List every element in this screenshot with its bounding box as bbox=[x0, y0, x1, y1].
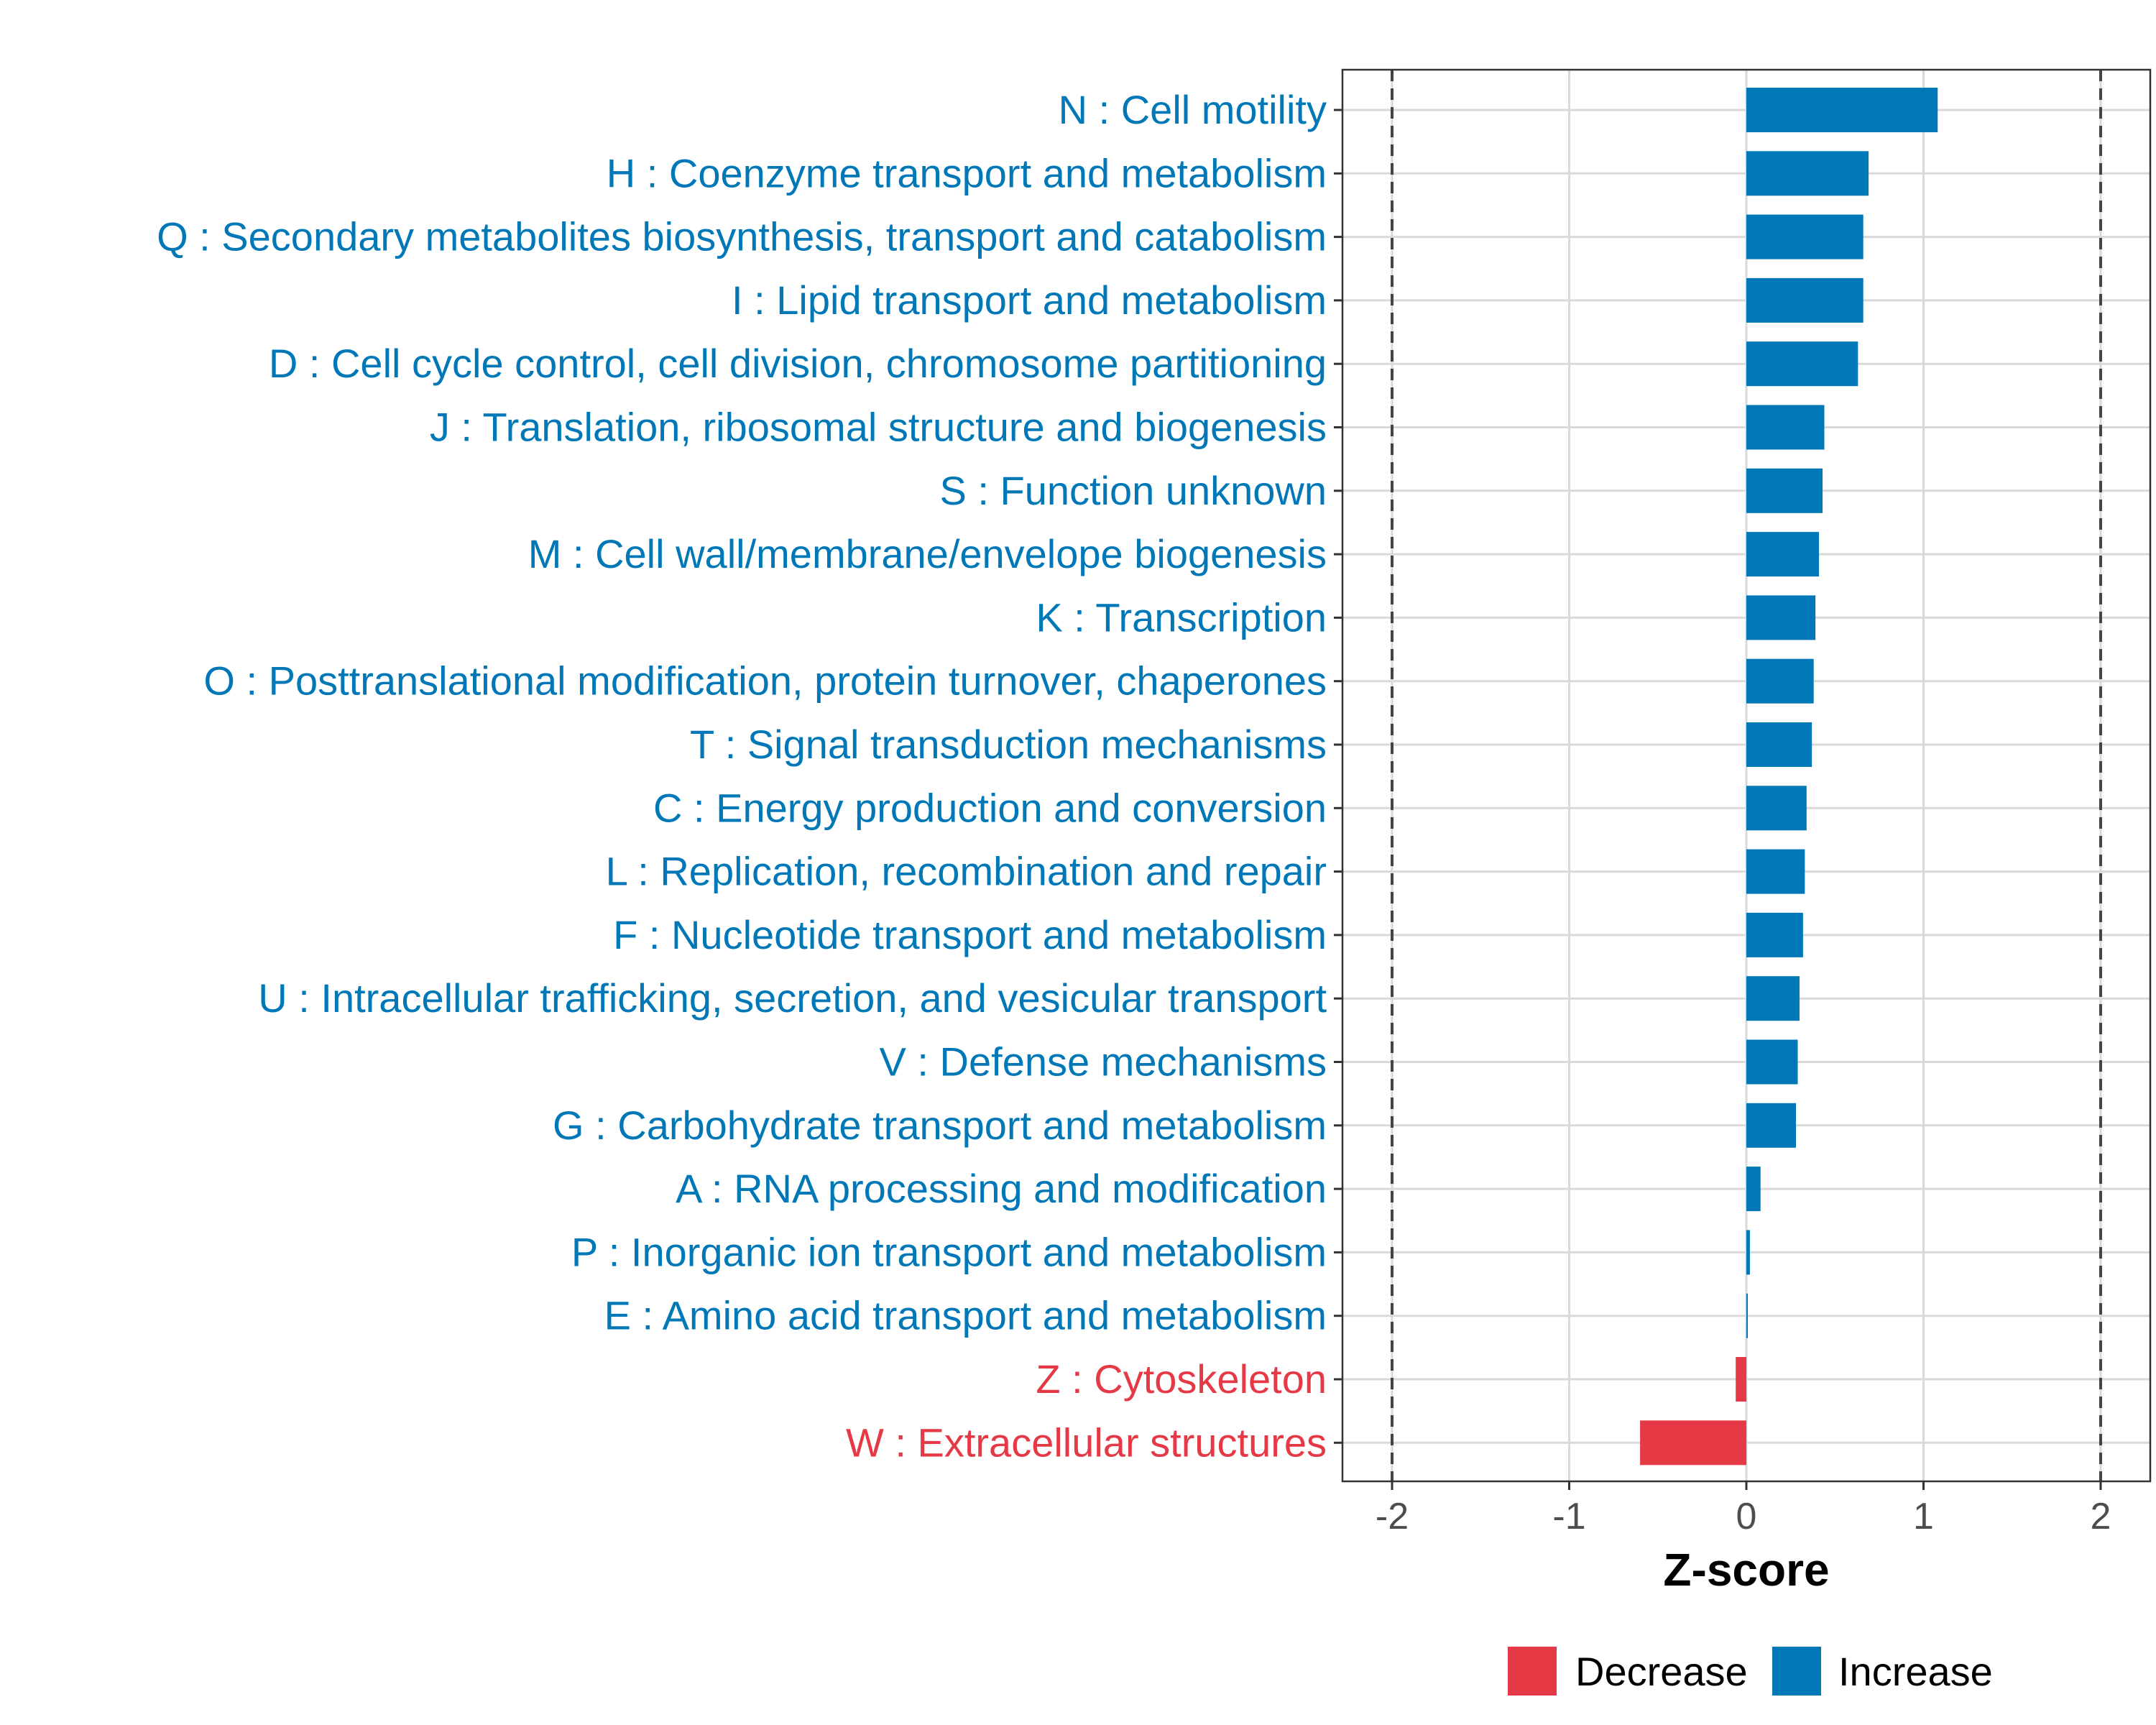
category-label: G : Carbohydrate transport and metabolis… bbox=[553, 1103, 1327, 1148]
bar bbox=[1746, 722, 1812, 767]
category-label: N : Cell motility bbox=[1059, 87, 1327, 132]
category-label: Z : Cytoskeleton bbox=[1036, 1356, 1327, 1402]
bar bbox=[1640, 1420, 1746, 1466]
category-labels: N : Cell motility H : Coenzyme transport … bbox=[157, 87, 1327, 1465]
bar bbox=[1746, 405, 1825, 450]
category-label: J : Translation, ribosomal structure and… bbox=[430, 405, 1327, 450]
category-label: A : RNA processing and modification bbox=[676, 1166, 1327, 1211]
bar bbox=[1746, 786, 1807, 831]
bar bbox=[1746, 151, 1869, 196]
bar bbox=[1746, 532, 1820, 577]
bar bbox=[1746, 595, 1816, 640]
bar bbox=[1746, 214, 1864, 259]
legend-swatch bbox=[1508, 1647, 1557, 1696]
bar bbox=[1746, 1293, 1748, 1338]
category-label: O : Posttranslational modification, prot… bbox=[203, 658, 1327, 704]
x-tick-label: 0 bbox=[1736, 1496, 1757, 1537]
bar bbox=[1746, 341, 1858, 387]
category-label: C : Energy production and conversion bbox=[653, 785, 1327, 830]
category-label: K : Transcription bbox=[1036, 594, 1327, 640]
bar bbox=[1746, 976, 1800, 1021]
bar bbox=[1746, 88, 1938, 132]
x-axis-title: Z-score bbox=[1663, 1544, 1829, 1596]
category-label: M : Cell wall/membrane/envelope biogenes… bbox=[528, 531, 1327, 576]
y-axis-ticks bbox=[1334, 109, 1342, 1444]
category-label: U : Intracellular trafficking, secretion… bbox=[258, 975, 1327, 1021]
bar bbox=[1746, 658, 1814, 704]
category-label: S : Function unknown bbox=[939, 468, 1327, 513]
x-tick-label: 2 bbox=[2091, 1496, 2111, 1537]
legend-swatch bbox=[1772, 1647, 1821, 1696]
x-tick-label: 1 bbox=[1913, 1496, 1934, 1537]
x-axis-ticks: -2 -1 0 1 2 bbox=[1376, 1481, 2111, 1537]
bar bbox=[1746, 1039, 1798, 1085]
category-label: H : Coenzyme transport and metabolism bbox=[607, 150, 1327, 196]
bar bbox=[1746, 277, 1864, 323]
bar bbox=[1746, 1103, 1797, 1148]
category-label: L : Replication, recombination and repai… bbox=[606, 849, 1327, 894]
bars bbox=[1640, 88, 1938, 1466]
bar bbox=[1746, 1230, 1750, 1275]
bar bbox=[1736, 1357, 1746, 1402]
x-tick-label: -1 bbox=[1552, 1496, 1585, 1537]
category-label: T : Signal transduction mechanisms bbox=[690, 722, 1327, 767]
bar bbox=[1746, 912, 1803, 957]
category-label: D : Cell cycle control, cell division, c… bbox=[269, 341, 1327, 386]
bar bbox=[1746, 849, 1805, 894]
category-label: I : Lipid transport and metabolism bbox=[732, 277, 1327, 323]
category-label: P : Inorganic ion transport and metaboli… bbox=[571, 1229, 1327, 1274]
category-label: Q : Secondary metabolites biosynthesis, … bbox=[157, 214, 1327, 259]
bar bbox=[1746, 1167, 1761, 1212]
category-label: E : Amino acid transport and metabolism bbox=[604, 1293, 1327, 1338]
legend-label: Increase bbox=[1838, 1649, 1993, 1694]
category-label: V : Defense mechanisms bbox=[880, 1039, 1327, 1085]
x-tick-label: -2 bbox=[1376, 1496, 1409, 1537]
category-label: F : Nucleotide transport and metabolism bbox=[613, 912, 1327, 957]
bar bbox=[1746, 468, 1823, 513]
legend-label: Decrease bbox=[1575, 1649, 1748, 1694]
legend: Decrease Increase bbox=[1508, 1647, 1993, 1696]
reference-lines bbox=[1391, 70, 2102, 1481]
category-label: W : Extracellular structures bbox=[846, 1420, 1327, 1465]
